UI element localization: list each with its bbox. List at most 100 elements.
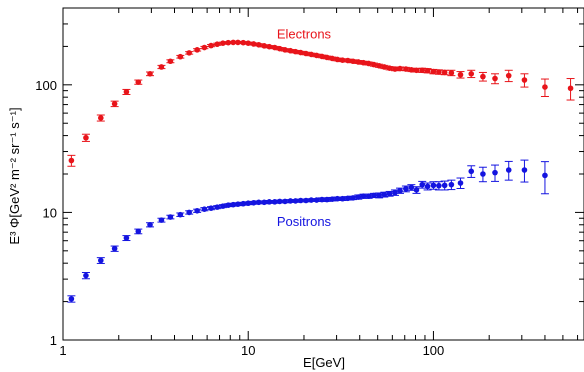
data-point xyxy=(448,181,455,188)
data-point xyxy=(214,41,220,48)
series-electrons xyxy=(67,39,575,167)
data-point xyxy=(194,47,200,53)
series-positrons xyxy=(67,159,549,303)
data-point xyxy=(403,66,409,72)
data-point xyxy=(360,193,367,199)
data-point xyxy=(521,77,528,83)
data-point xyxy=(345,57,351,64)
data-point xyxy=(147,70,153,77)
y-tick-label: 10 xyxy=(43,205,57,220)
data-point xyxy=(245,200,252,207)
data-point xyxy=(276,198,283,205)
data-point xyxy=(350,58,356,65)
data-point xyxy=(567,85,574,92)
data-point xyxy=(376,62,382,69)
data-point xyxy=(457,71,464,78)
data-point xyxy=(392,189,398,196)
data-point xyxy=(542,84,548,90)
data-point xyxy=(430,68,437,75)
data-point xyxy=(135,79,142,85)
data-point xyxy=(334,56,341,63)
x-tick-label: 10 xyxy=(241,343,255,358)
data-point xyxy=(324,54,330,61)
data-point xyxy=(386,65,393,71)
data-point xyxy=(282,47,288,53)
data-point xyxy=(276,45,283,52)
data-point xyxy=(436,182,442,189)
data-point xyxy=(403,186,409,192)
data-point xyxy=(194,207,200,214)
data-point xyxy=(436,69,442,75)
data-point xyxy=(355,59,362,65)
data-point xyxy=(360,59,367,66)
data-point xyxy=(266,43,273,50)
y-tick-label: 1 xyxy=(50,333,57,348)
data-point xyxy=(308,197,315,203)
data-point xyxy=(245,40,252,46)
data-point xyxy=(208,42,214,49)
data-point xyxy=(167,58,174,65)
x-tick-label: 100 xyxy=(423,343,445,358)
data-point xyxy=(287,198,294,204)
data-point xyxy=(448,70,455,76)
data-point xyxy=(492,75,498,82)
data-point xyxy=(365,60,372,67)
data-point xyxy=(111,100,118,107)
data-point xyxy=(355,194,362,200)
data-point xyxy=(492,169,498,176)
x-tick-label: 1 xyxy=(59,343,66,358)
data-point xyxy=(297,49,304,56)
data-point xyxy=(177,53,184,60)
data-point xyxy=(413,67,420,74)
data-point xyxy=(292,48,299,55)
data-point xyxy=(255,199,262,206)
series-layer xyxy=(67,39,575,303)
data-point xyxy=(430,182,437,189)
data-point xyxy=(167,214,174,220)
data-point xyxy=(397,65,403,72)
data-point xyxy=(397,187,403,194)
data-point xyxy=(371,192,377,199)
data-point xyxy=(261,43,268,49)
data-point xyxy=(365,193,372,199)
data-point xyxy=(123,89,130,95)
data-point xyxy=(98,115,104,121)
data-point xyxy=(158,64,165,70)
data-point xyxy=(68,296,75,302)
data-point xyxy=(424,183,431,190)
data-point xyxy=(111,245,118,252)
data-point xyxy=(186,209,192,216)
data-point xyxy=(220,203,226,209)
data-point xyxy=(177,211,184,218)
y-axis-title: E³ Φ[GeV² m⁻² sr⁻¹ s⁻¹] xyxy=(7,107,22,244)
y-tick-label: 100 xyxy=(35,78,57,93)
data-point xyxy=(255,41,262,48)
series-label-positrons: Positrons xyxy=(277,214,332,229)
data-point xyxy=(68,157,75,164)
data-point xyxy=(98,257,104,264)
data-point xyxy=(505,72,512,79)
data-point xyxy=(297,197,304,204)
data-point xyxy=(313,52,320,59)
data-point xyxy=(201,44,208,51)
data-point xyxy=(424,67,431,74)
data-point xyxy=(158,217,165,223)
data-point xyxy=(225,39,232,46)
data-point xyxy=(83,134,89,141)
data-point xyxy=(319,53,325,60)
data-point xyxy=(123,235,130,241)
data-point xyxy=(135,228,142,235)
data-point xyxy=(441,69,448,76)
data-point xyxy=(214,204,220,210)
data-point xyxy=(329,55,335,62)
data-point xyxy=(266,199,273,205)
data-point xyxy=(480,73,486,80)
data-point xyxy=(542,172,548,179)
data-point xyxy=(371,61,377,68)
data-point xyxy=(282,198,288,205)
data-point xyxy=(468,70,475,77)
series-label-electrons: Electrons xyxy=(277,27,332,42)
data-point xyxy=(441,182,448,189)
data-point xyxy=(381,64,388,70)
